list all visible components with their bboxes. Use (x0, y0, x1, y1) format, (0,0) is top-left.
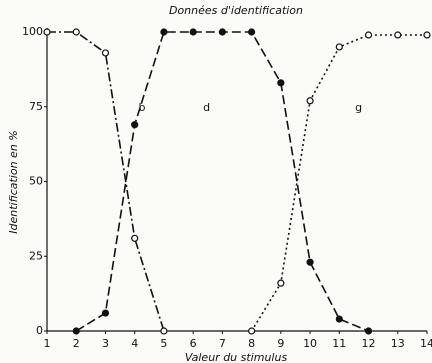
data-point (189, 28, 197, 36)
y-tick-label: 50 (29, 175, 43, 188)
data-point (131, 234, 139, 242)
x-tick-label: 2 (73, 337, 80, 350)
y-tick-label: 0 (36, 324, 43, 337)
data-point (306, 97, 314, 105)
data-point (364, 31, 373, 39)
data-point (218, 28, 226, 36)
x-tick-label: 12 (362, 337, 376, 350)
x-tick-label: 1 (44, 337, 51, 350)
series-label: b (139, 101, 146, 114)
x-tick-label: 11 (332, 337, 346, 350)
series-label: g (355, 101, 362, 114)
x-tick-label: 13 (391, 337, 405, 350)
data-point (248, 28, 256, 36)
y-tick-label: 75 (29, 100, 43, 113)
x-tick-label: 8 (248, 337, 255, 350)
data-point (131, 121, 139, 129)
series-line (47, 31, 165, 332)
x-tick-label: 6 (190, 337, 197, 350)
data-point (101, 309, 110, 317)
data-point (423, 31, 431, 39)
y-axis-label: Identification en % (7, 130, 20, 234)
chart-title: Données d'identification (169, 4, 303, 17)
data-point (72, 28, 80, 36)
x-tick-label: 10 (303, 337, 317, 350)
x-tick-label: 9 (277, 337, 284, 350)
data-point (335, 315, 343, 323)
data-point (160, 28, 168, 36)
data-point (277, 279, 285, 287)
x-axis-label: Valeur du stimulus (185, 351, 288, 363)
x-tick-label: 3 (102, 337, 109, 350)
x-tick-label: 14 (420, 337, 432, 350)
data-point (394, 31, 402, 39)
series-line (75, 31, 369, 332)
data-point (306, 258, 314, 266)
data-point (335, 43, 343, 51)
series-label: d (203, 101, 210, 114)
data-point (160, 327, 168, 335)
y-tick-label: 25 (29, 249, 43, 262)
data-point (72, 327, 80, 335)
data-point (364, 327, 373, 335)
data-point (248, 327, 256, 335)
data-point (277, 79, 285, 87)
data-point (101, 49, 110, 57)
x-tick-label: 7 (219, 337, 226, 350)
x-tick-label: 4 (131, 337, 138, 350)
series-line (250, 34, 427, 332)
data-point (43, 28, 51, 36)
y-tick-label: 100 (22, 25, 43, 38)
x-tick-label: 5 (160, 337, 167, 350)
